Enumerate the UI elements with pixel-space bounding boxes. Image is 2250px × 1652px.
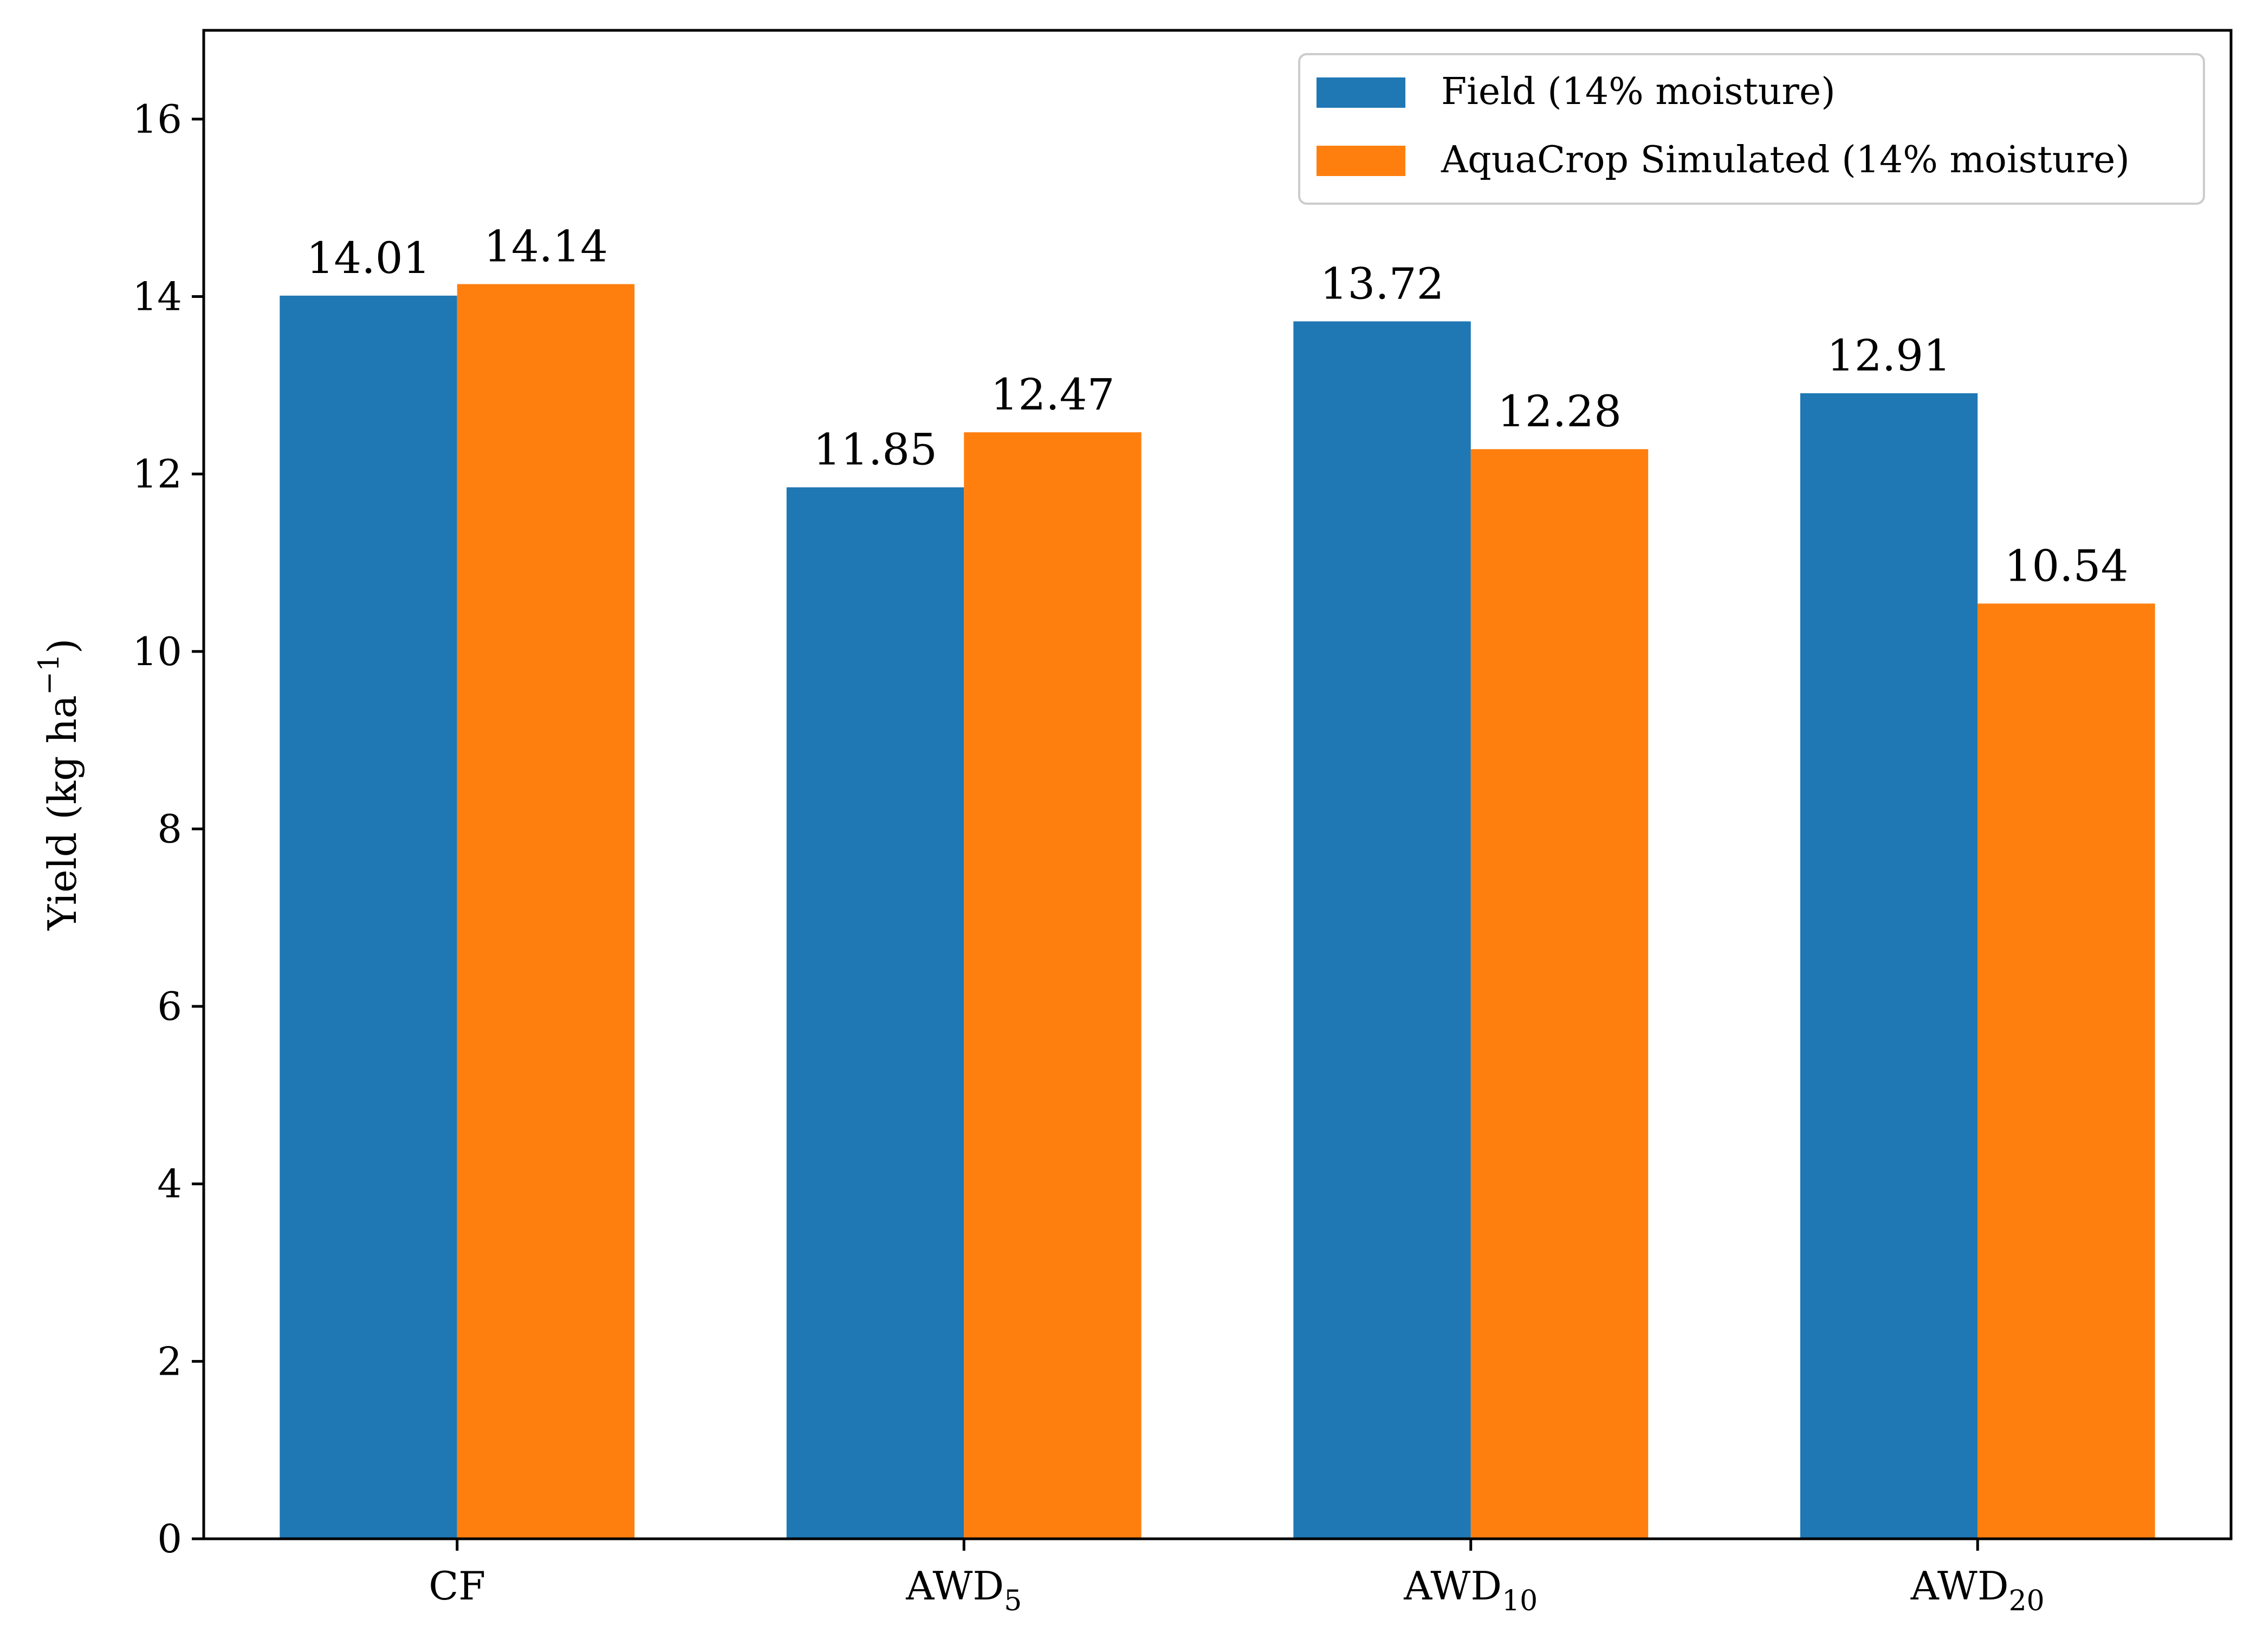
y-tick-label: 12 [132, 451, 182, 497]
legend-entry: Field (14% moisture) [1441, 70, 1836, 113]
bar-value-label: 13.72 [1320, 258, 1444, 309]
y-tick-label: 8 [157, 806, 182, 851]
x-tick-label: AWD20 [1910, 1563, 2045, 1617]
bar-value-label: 12.47 [990, 369, 1114, 420]
bar-value-label: 11.85 [813, 425, 937, 475]
bar-simulated-1 [964, 432, 1142, 1539]
y-tick-label: 10 [132, 629, 182, 674]
y-tick-label: 0 [157, 1516, 182, 1562]
x-tick-label: AWD10 [1403, 1563, 1538, 1617]
y-tick-label: 4 [157, 1161, 182, 1207]
bar-simulated-0 [457, 284, 635, 1539]
y-tick-label: 14 [132, 274, 182, 319]
bar-value-label: 10.54 [2004, 541, 2128, 591]
bar-field-3 [1800, 393, 1978, 1539]
bar-field-1 [786, 487, 964, 1539]
y-tick-label: 6 [157, 984, 182, 1029]
y-axis-ticks: 0 2 4 6 8 10 12 14 16 [132, 96, 204, 1562]
y-axis-label: Yield (kg ha−1) [33, 639, 85, 931]
x-tick-label: CF [429, 1563, 485, 1609]
legend-frame [1298, 53, 2205, 205]
bar-value-label: 14.14 [484, 222, 608, 272]
bar-field-2 [1293, 321, 1471, 1539]
x-tick-label: AWD5 [905, 1563, 1022, 1617]
y-tick-label: 16 [132, 96, 182, 142]
legend-swatch [1317, 146, 1405, 176]
bar-field-0 [280, 295, 457, 1539]
bars-layer [280, 284, 2155, 1539]
bar-simulated-2 [1470, 449, 1649, 1539]
legend-entry: AquaCrop Simulated (14% moisture) [1441, 139, 2130, 181]
legend: Field (14% moisture) AquaCrop Simulated (… [1298, 53, 2205, 205]
legend-swatch [1317, 77, 1405, 108]
bar-labels-layer: 14.01 11.85 13.72 12.91 14.14 12.47 12.28 10.54 [307, 222, 2129, 591]
x-axis-ticks: CF AWD5 AWD10 AWD20 [429, 1539, 2045, 1617]
bar-value-label: 14.01 [307, 233, 431, 283]
bar-value-label: 12.28 [1497, 386, 1622, 437]
y-tick-label: 2 [157, 1338, 182, 1384]
bar-simulated-3 [1977, 603, 2155, 1539]
plot-frame [202, 29, 2233, 1540]
bar-value-label: 12.91 [1827, 330, 1951, 381]
